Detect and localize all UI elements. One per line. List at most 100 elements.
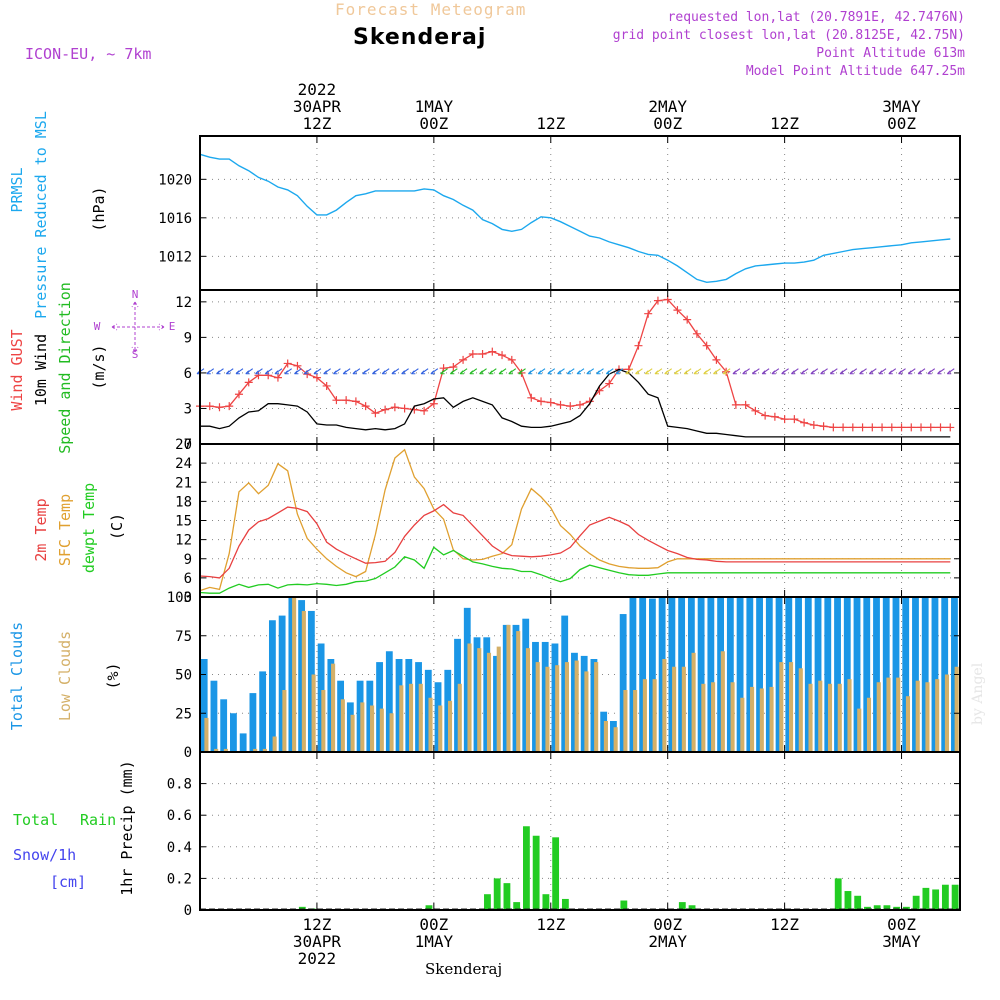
gust-marker <box>907 423 916 432</box>
wind-direction-arrow <box>440 368 448 375</box>
gust-marker <box>741 400 750 409</box>
rain-bar <box>903 906 910 910</box>
total-cloud-bar <box>502 624 510 752</box>
wind-direction-arrow <box>557 368 565 375</box>
sfc-temp-line <box>199 448 951 592</box>
rain-bar <box>484 894 491 910</box>
wind-unit: (m/s) <box>90 344 108 389</box>
total-cloud-bar <box>726 597 734 752</box>
wind-direction-arrow <box>255 368 263 375</box>
gust-marker <box>351 397 360 406</box>
gust-marker <box>614 365 623 374</box>
wind-direction-arrow <box>946 368 955 375</box>
low-cloud-bar <box>516 631 521 752</box>
gust-marker <box>507 355 516 364</box>
rain-bar <box>620 900 628 910</box>
meteogram-subtitle: Forecast Meteogram <box>335 0 527 19</box>
time-label-bottom: 2022 <box>298 949 337 968</box>
low-cloud-bar <box>827 683 833 752</box>
gust-marker <box>702 341 711 350</box>
time-label-bottom: 3MAY <box>882 932 921 951</box>
total-cloud-bar <box>239 733 247 752</box>
rain-bar <box>493 878 501 910</box>
gust-marker <box>946 423 955 432</box>
total-cloud-bar <box>775 597 783 752</box>
gust-marker <box>731 400 740 409</box>
y-tick-label: 50 <box>175 668 192 684</box>
wind-direction-arrow <box>771 368 780 375</box>
gust-marker <box>897 423 906 432</box>
wind-label-gust: Wind GUST <box>8 329 26 410</box>
gust-marker <box>468 349 477 358</box>
wind-direction-arrow <box>537 368 546 375</box>
gust-marker <box>225 402 234 411</box>
gust-marker <box>400 404 409 413</box>
rain-bar <box>932 889 940 910</box>
total-cloud-bar <box>707 597 715 752</box>
total-cloud-bar <box>648 598 656 752</box>
total-cloud-bar <box>249 693 257 752</box>
rain-bar <box>844 891 852 910</box>
rain-bar <box>678 902 686 910</box>
total-cloud-bar <box>424 669 432 752</box>
y-tick-label: 1016 <box>158 211 192 227</box>
y-tick-label: 100 <box>167 590 192 606</box>
wind-direction-arrow <box>206 368 215 375</box>
wind-direction-arrow <box>566 368 575 375</box>
pressure-label-msl: Pressure Reduced to MSL <box>32 111 50 319</box>
low-cloud-bar <box>525 648 531 752</box>
low-cloud-bar <box>847 679 852 752</box>
wind-direction-arrow <box>576 368 585 375</box>
wind-direction-arrow <box>508 368 517 375</box>
wind-direction-arrow <box>303 368 312 375</box>
temp-2m-line <box>199 503 951 579</box>
gust-marker <box>595 386 604 395</box>
wind-direction-arrow <box>391 368 400 375</box>
wind-direction-arrow <box>800 368 809 375</box>
total-cloud-bar <box>298 600 306 752</box>
wind-direction-arrow <box>820 368 828 375</box>
total-cloud-bar <box>834 597 841 752</box>
rain-bar <box>883 905 891 910</box>
low-cloud-bar <box>662 659 667 752</box>
wind-direction-arrow <box>333 368 341 375</box>
wind-direction-arrow <box>703 368 711 375</box>
pressure-label-prmsl: PRMSL <box>8 167 26 212</box>
wind-direction-arrow <box>527 368 536 375</box>
wind-direction-arrow <box>868 368 877 375</box>
wind-direction-arrow <box>518 368 526 375</box>
time-label-bottom: 12Z <box>302 915 331 934</box>
low-cloud-bar <box>204 717 209 752</box>
y-tick-label: 1012 <box>158 249 192 265</box>
total-cloud-bar <box>259 671 267 752</box>
gust-marker <box>858 423 867 432</box>
gust-marker <box>585 397 594 406</box>
cloud-label-total: Total Clouds <box>8 622 26 730</box>
rain-bar <box>893 906 901 910</box>
total-cloud-bar <box>902 597 910 752</box>
rain-bar <box>912 895 920 910</box>
total-cloud-bar <box>853 597 861 752</box>
wind-direction-arrow <box>635 368 643 375</box>
time-label-top: 3MAY <box>882 97 921 116</box>
cloud-unit: (%) <box>104 662 122 689</box>
gust-marker <box>449 363 458 371</box>
wind-direction-arrow <box>401 368 409 375</box>
total-cloud-bar <box>804 597 812 752</box>
wind-label-speed-direction: Speed and Direction <box>56 282 74 454</box>
time-label-top: 2022 <box>298 80 337 99</box>
wind-direction-arrow <box>313 368 322 375</box>
gust-marker <box>322 381 331 390</box>
low-cloud-bar <box>915 680 920 752</box>
wind-direction-arrow <box>751 368 760 375</box>
rain-bar <box>854 895 862 910</box>
y-tick-label: 6 <box>184 366 192 382</box>
rain-bar <box>834 878 842 910</box>
total-cloud-bar <box>687 597 695 752</box>
gust-marker <box>848 423 857 432</box>
wind-direction-arrow <box>284 368 293 375</box>
y-tick-label: 75 <box>175 629 192 645</box>
low-cloud-bar <box>701 683 706 752</box>
low-cloud-bar <box>370 705 375 752</box>
wind-direction-arrow <box>449 368 458 375</box>
